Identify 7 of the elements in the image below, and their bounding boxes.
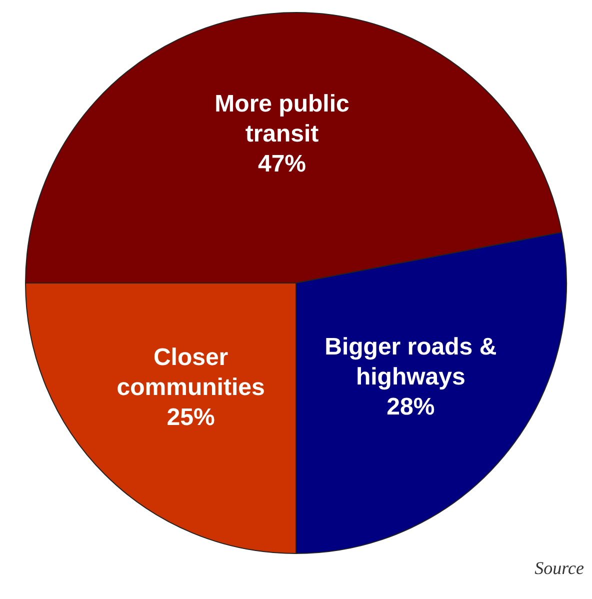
- slice-label: Bigger roads & highways: [324, 333, 497, 390]
- slice-label: More public transit: [214, 90, 350, 148]
- text: Source: [534, 558, 584, 579]
- slice-label: Closer communities: [116, 344, 265, 401]
- data-label: 47%: [258, 150, 306, 178]
- data-label: 28%: [386, 393, 435, 420]
- data-label: 25%: [166, 404, 215, 431]
